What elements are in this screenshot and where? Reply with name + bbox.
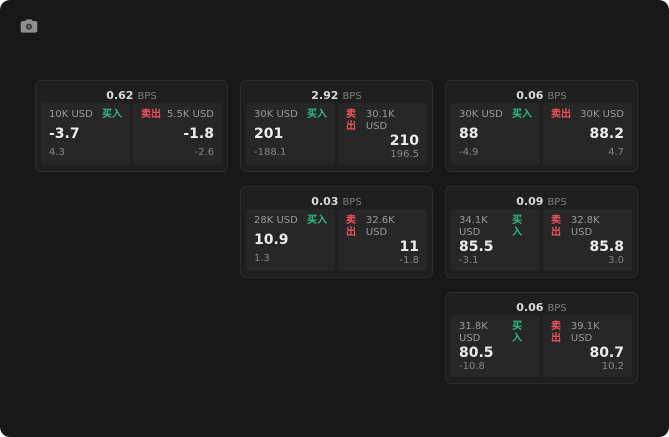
sell-button[interactable]: 卖出 xyxy=(551,215,561,238)
sell-sub-value: -1.8 xyxy=(399,255,419,266)
bps-value: 0.62 xyxy=(106,89,134,102)
bps-label: BPS xyxy=(342,197,362,208)
camera-icon-glyph xyxy=(20,19,38,33)
buy-size: 31.8K USD xyxy=(459,321,488,344)
sell-price: 85.8 xyxy=(589,239,624,255)
sell-price: 88.2 xyxy=(589,126,624,142)
buy-size: 30K USD xyxy=(459,109,503,120)
buy-button[interactable]: 买入 xyxy=(512,109,532,120)
bps-header: 2.92 BPS xyxy=(246,85,427,103)
bps-value: 2.92 xyxy=(311,89,339,102)
sell-sub-value: 3.0 xyxy=(608,255,624,266)
sell-sub-value: 196.5 xyxy=(390,149,419,160)
sell-button[interactable]: 卖出 xyxy=(346,109,356,132)
buy-price: 201 xyxy=(254,126,284,142)
bps-value: 0.06 xyxy=(516,301,544,314)
sell-size: 30.1K USD xyxy=(365,109,395,132)
buy-size: 10K USD xyxy=(49,109,93,120)
buy-quote-tile[interactable]: 34.1K USD 买入 85.5 -3.1 xyxy=(451,209,540,271)
sell-sub-value: 10.2 xyxy=(601,361,624,372)
buy-sub-value: -188.1 xyxy=(254,147,287,158)
bps-label: BPS xyxy=(342,91,362,102)
sell-button[interactable]: 卖出 xyxy=(551,109,571,120)
buy-sub-value: -3.1 xyxy=(459,255,479,266)
bps-label: BPS xyxy=(137,91,157,102)
buy-button[interactable]: 买入 xyxy=(512,321,523,344)
buy-quote-tile[interactable]: 30K USD 买入 88 -4.9 xyxy=(451,103,540,165)
sell-price: -1.8 xyxy=(183,126,214,142)
sell-quote-tile[interactable]: 卖出 5.5K USD -1.8 -2.6 xyxy=(133,103,222,165)
bps-value: 0.03 xyxy=(311,195,339,208)
camera-icon[interactable] xyxy=(17,14,41,38)
sell-size: 32.8K USD xyxy=(570,215,600,238)
bps-label: BPS xyxy=(547,197,567,208)
buy-price: 85.5 xyxy=(459,239,494,255)
buy-price: 88 xyxy=(459,126,479,142)
buy-price: -3.7 xyxy=(49,126,80,142)
buy-button[interactable]: 买入 xyxy=(307,215,327,226)
quote-card: 0.06 BPS 31.8K USD 买入 80.5 -10.8 卖出 39.1K… xyxy=(445,292,638,384)
quote-card: 2.92 BPS 30K USD 买入 201 -188.1 卖出 30.1K U… xyxy=(240,80,433,172)
sell-size: 39.1K USD xyxy=(570,321,600,344)
buy-size: 28K USD xyxy=(254,215,298,226)
sell-quote-tile[interactable]: 卖出 30.1K USD 210 196.5 xyxy=(338,103,427,165)
sell-size: 30K USD xyxy=(580,109,624,120)
bps-value: 0.09 xyxy=(516,195,544,208)
bps-header: 0.06 BPS xyxy=(451,297,632,315)
buy-button[interactable]: 买入 xyxy=(102,109,122,120)
buy-sub-value: 1.3 xyxy=(254,253,270,264)
bps-header: 0.62 BPS xyxy=(41,85,222,103)
buy-sub-value: -10.8 xyxy=(459,361,485,372)
buy-size: 34.1K USD xyxy=(459,215,488,238)
buy-price: 10.9 xyxy=(254,232,289,248)
quote-card: 0.03 BPS 28K USD 买入 10.9 1.3 卖出 32.6K USD… xyxy=(240,186,433,278)
buy-button[interactable]: 买入 xyxy=(307,109,327,120)
bps-label: BPS xyxy=(547,91,567,102)
buy-quote-tile[interactable]: 30K USD 买入 201 -188.1 xyxy=(246,103,335,165)
sell-quote-tile[interactable]: 卖出 30K USD 88.2 4.7 xyxy=(543,103,632,165)
buy-sub-value: 4.3 xyxy=(49,147,65,158)
bps-header: 0.03 BPS xyxy=(246,191,427,209)
buy-size: 30K USD xyxy=(254,109,298,120)
sell-button[interactable]: 卖出 xyxy=(141,109,161,120)
sell-size: 32.6K USD xyxy=(365,215,395,238)
sell-quote-tile[interactable]: 卖出 32.8K USD 85.8 3.0 xyxy=(543,209,632,271)
sell-quote-tile[interactable]: 卖出 39.1K USD 80.7 10.2 xyxy=(543,315,632,377)
bps-label: BPS xyxy=(547,303,567,314)
buy-price: 80.5 xyxy=(459,345,494,361)
quote-card: 0.06 BPS 30K USD 买入 88 -4.9 卖出 30K USD 88… xyxy=(445,80,638,172)
buy-button[interactable]: 买入 xyxy=(512,215,523,238)
sell-size: 5.5K USD xyxy=(166,109,214,120)
quote-card: 0.09 BPS 34.1K USD 买入 85.5 -3.1 卖出 32.8K … xyxy=(445,186,638,278)
sell-quote-tile[interactable]: 卖出 32.6K USD 11 -1.8 xyxy=(338,209,427,271)
buy-sub-value: -4.9 xyxy=(459,147,479,158)
buy-quote-tile[interactable]: 31.8K USD 买入 80.5 -10.8 xyxy=(451,315,540,377)
sell-sub-value: -2.6 xyxy=(194,147,214,158)
bps-value: 0.06 xyxy=(516,89,544,102)
sell-price: 11 xyxy=(399,239,419,255)
quote-card: 0.62 BPS 10K USD 买入 -3.7 4.3 卖出 5.5K USD … xyxy=(35,80,228,172)
sell-sub-value: 4.7 xyxy=(608,147,624,158)
bps-header: 0.06 BPS xyxy=(451,85,632,103)
sell-button[interactable]: 卖出 xyxy=(346,215,356,238)
buy-quote-tile[interactable]: 10K USD 买入 -3.7 4.3 xyxy=(41,103,130,165)
sell-price: 80.7 xyxy=(589,345,624,361)
sell-button[interactable]: 卖出 xyxy=(551,321,561,344)
sell-price: 210 xyxy=(389,133,419,149)
buy-quote-tile[interactable]: 28K USD 买入 10.9 1.3 xyxy=(246,209,335,271)
bps-header: 0.09 BPS xyxy=(451,191,632,209)
